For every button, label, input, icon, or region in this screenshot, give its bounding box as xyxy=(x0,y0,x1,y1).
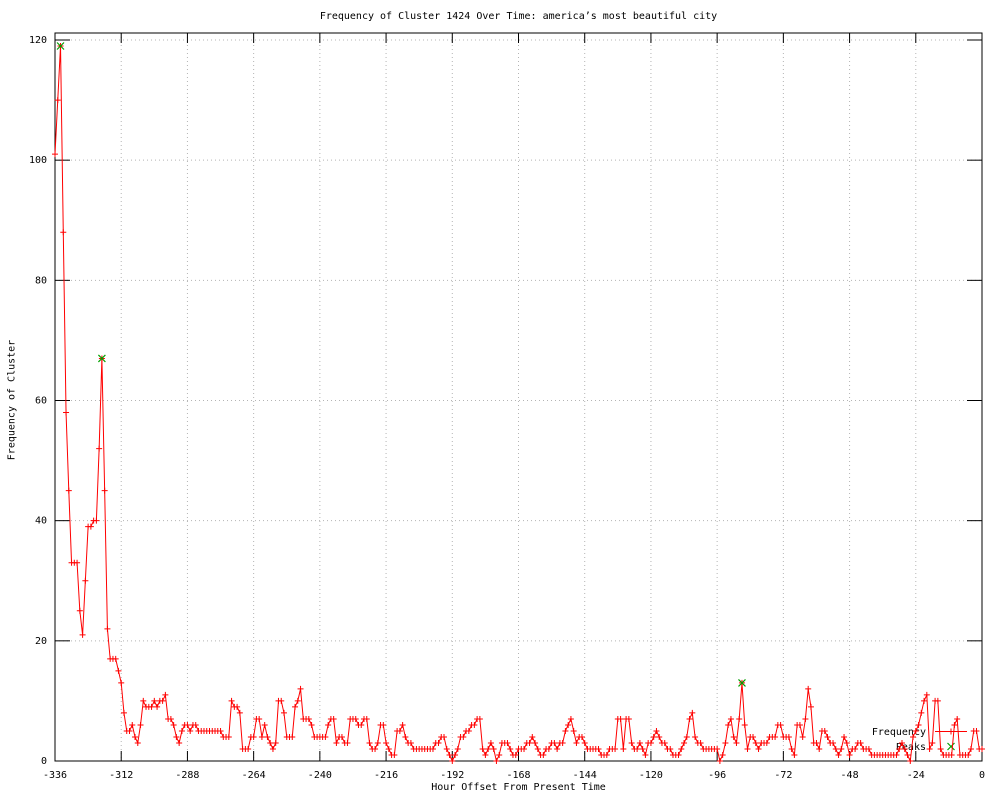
y-tick-label: 120 xyxy=(29,35,47,46)
x-tick-label: 0 xyxy=(979,770,985,781)
x-tick-label: -96 xyxy=(708,770,726,781)
y-tick-label: 0 xyxy=(41,756,47,767)
x-tick-label: -144 xyxy=(573,770,597,781)
x-tick-label: -312 xyxy=(109,770,133,781)
peak-marker-cross-icon xyxy=(738,678,746,687)
x-tick-label: -24 xyxy=(907,770,925,781)
y-tick-label: 60 xyxy=(35,396,47,407)
x-tick-label: -168 xyxy=(506,770,530,781)
x-tick-label: -264 xyxy=(242,770,266,781)
x-tick-label: -72 xyxy=(774,770,792,781)
x-axis-title: Hour Offset From Present Time xyxy=(431,782,606,793)
y-axis-title-text: Frequency of Cluster xyxy=(6,339,18,461)
x-tick-label: -336 xyxy=(43,770,67,781)
legend-peaks-cross-icon xyxy=(947,742,955,751)
y-tick-label: 100 xyxy=(29,155,47,166)
x-tick-label: -216 xyxy=(374,770,398,781)
x-tick-label: -288 xyxy=(175,770,199,781)
frequency-series-markers xyxy=(52,43,985,764)
y-tick-label: 20 xyxy=(35,636,47,647)
x-tick-label: -240 xyxy=(308,770,332,781)
y-tick-label: 40 xyxy=(35,516,47,527)
legend-peaks-label: Peaks xyxy=(896,742,926,753)
x-tick-label: -192 xyxy=(440,770,464,781)
peak-marker-cross-icon xyxy=(97,354,106,363)
x-tick-label: -48 xyxy=(841,770,859,781)
peak-marker-cross-icon xyxy=(56,42,65,50)
legend-frequency-label: Frequency xyxy=(872,727,926,738)
x-tick-label: -120 xyxy=(639,770,663,781)
legend-frequency-plus-icon xyxy=(948,728,954,735)
y-tick-label: 80 xyxy=(35,275,47,286)
chart-title: Frequency of Cluster 1424 Over Time: ame… xyxy=(319,11,718,22)
